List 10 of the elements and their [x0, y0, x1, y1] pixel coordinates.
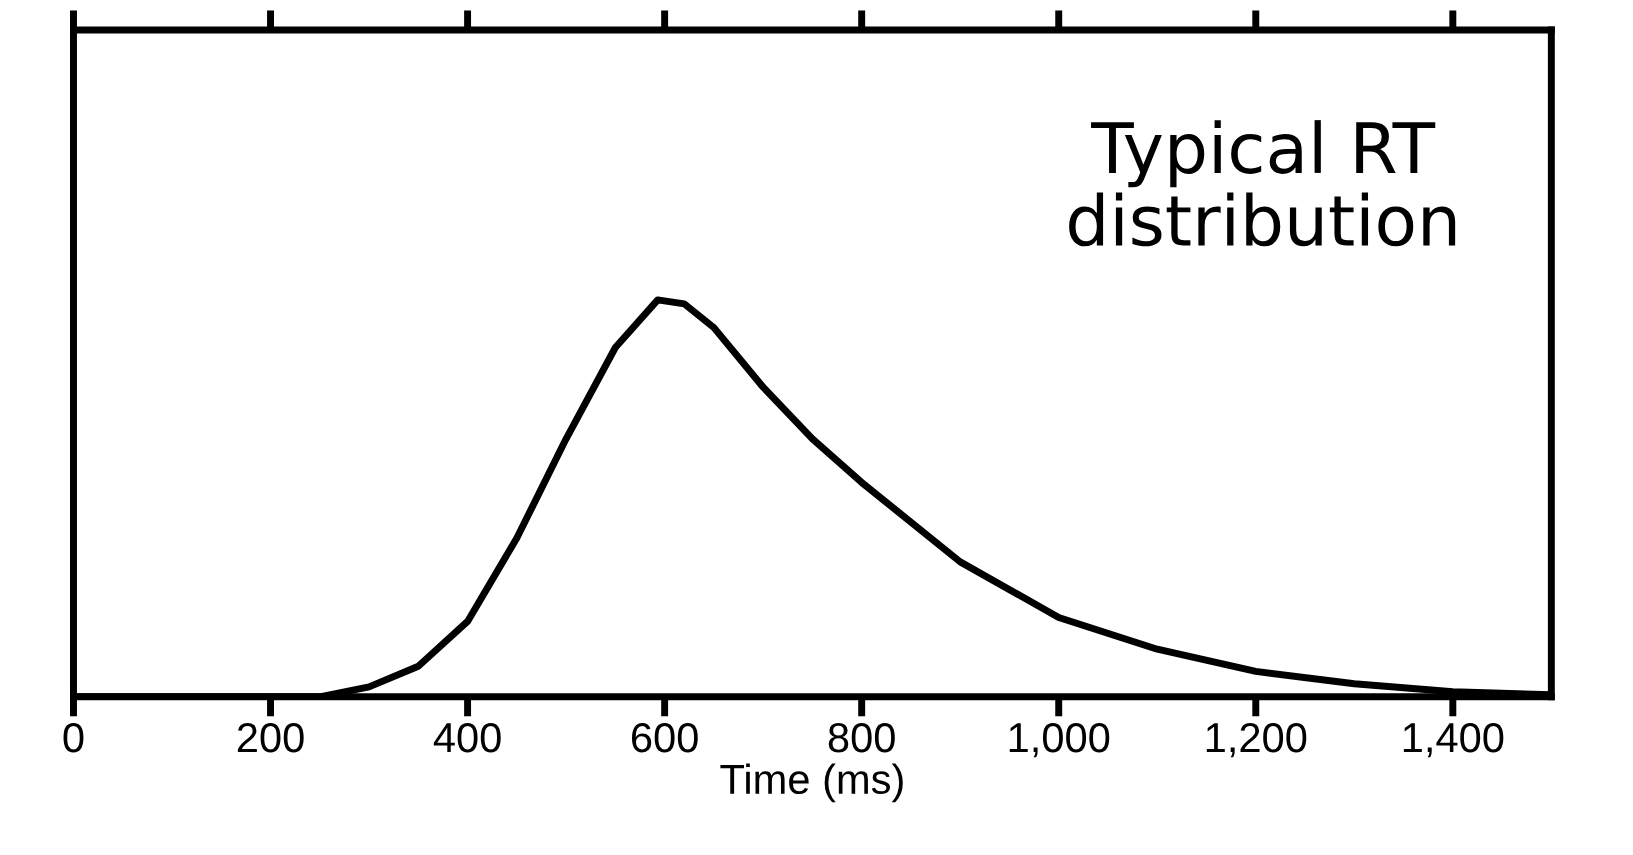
- text: Typical RT distribution: [1069, 120, 1456, 247]
- x-tick-label: 800: [828, 722, 895, 753]
- x-axis-title: Time (ms): [720, 763, 903, 803]
- x-tick-label: 200: [237, 722, 304, 753]
- x-tick-label: 600: [631, 722, 698, 753]
- x-tick-label: 1,200: [1206, 722, 1307, 758]
- x-tick-label: 400: [433, 722, 501, 753]
- x-tick-label: 0: [63, 722, 84, 753]
- x-tick-label: 1,400: [1403, 722, 1504, 758]
- x-tick-label: 1,000: [1009, 722, 1110, 758]
